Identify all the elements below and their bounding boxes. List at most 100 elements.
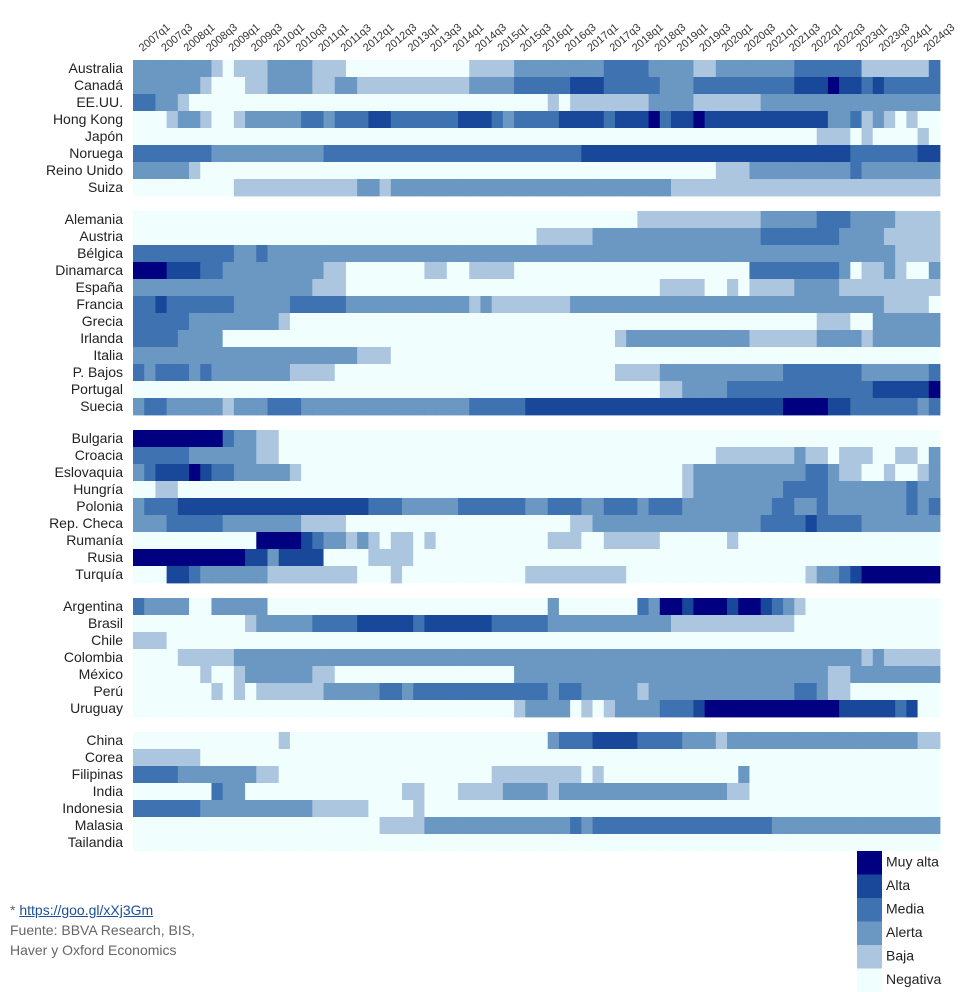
heat-cell [682,598,694,616]
legend-label: Baja [886,947,914,963]
heat-cell [648,766,661,784]
source-link[interactable]: https://goo.gl/xXj3Gm [19,902,154,918]
heat-cell [536,566,549,584]
heat-cell [334,666,347,684]
heat-cell [883,549,896,567]
heat-cell [256,498,268,516]
heat-cell [144,700,156,718]
row-label: Irlanda [80,330,123,346]
heat-cell [749,766,762,784]
heat-cell [671,800,683,818]
heat-cell [301,632,313,650]
heat-cell [458,566,470,584]
heat-cell [155,77,168,95]
heat-cell [402,77,414,95]
heat-cell [514,566,526,584]
heat-cell [547,615,560,633]
heat-cell [850,817,862,835]
heat-cell [267,381,280,399]
heat-cell [514,683,526,701]
heat-cell [514,145,526,163]
heat-cell [357,145,369,163]
heat-cell [861,683,874,701]
heat-cell [502,430,515,448]
heat-cell [491,330,504,348]
heat-cell [301,834,313,852]
heat-cell [368,783,380,801]
heat-cell [368,128,380,146]
heat-cell [189,498,201,516]
heat-cell [379,649,392,667]
heat-cell [827,800,840,818]
heat-cell [514,398,526,416]
heat-cell [323,749,336,767]
heat-cell [491,481,504,499]
heat-cell [413,549,425,567]
heat-cell [368,228,380,246]
heat-cell [558,228,571,246]
heat-cell [166,77,179,95]
heat-cell [144,162,156,180]
heat-cell [435,481,448,499]
heat-cell [469,245,481,263]
heat-cell [917,817,930,835]
heat-cell [345,464,358,482]
heat-cell [592,447,605,465]
heat-cell [872,649,885,667]
heat-cell [671,666,683,684]
heat-cell [738,834,750,852]
heat-cell [502,549,515,567]
heat-cell [760,381,773,399]
heat-cell [334,683,347,701]
heat-cell [749,296,762,314]
heat-cell [357,398,369,416]
heat-cell [861,666,874,684]
heat-cell [805,800,818,818]
heat-cell [233,766,246,784]
heat-cell [704,598,717,616]
heat-cell [805,532,818,550]
heat-cell [715,228,728,246]
heat-cell [379,447,392,465]
heat-cell [749,666,762,684]
heat-cell [458,683,470,701]
heat-cell [704,162,717,180]
heat-cell [749,313,762,331]
heat-cell [133,532,145,550]
heat-cell [289,649,302,667]
heat-cell [715,364,728,382]
heat-cell [267,683,280,701]
heat-cell [222,60,235,78]
heat-cell [278,398,291,416]
heat-cell [502,60,515,78]
heat-cell [256,666,268,684]
heat-cell [771,666,784,684]
heat-cell [917,211,930,229]
heat-cell [917,128,930,146]
heat-cell [626,262,638,280]
heat-cell [693,532,706,550]
heat-cell [659,515,672,533]
heat-cell [626,515,638,533]
heat-cell [906,430,918,448]
heat-cell [312,834,324,852]
heat-cell [345,94,358,112]
heat-cell [211,145,224,163]
heat-cell [301,447,313,465]
heat-cell [144,364,156,382]
heat-cell [502,498,515,516]
heat-cell [177,398,190,416]
heat-cell [133,145,145,163]
heat-cell [222,145,235,163]
heat-cell [917,615,930,633]
heat-cell [323,532,336,550]
heat-cell [469,800,481,818]
heat-cell [581,279,593,297]
heat-cell [166,111,179,129]
heat-cell [435,245,448,263]
heat-cell [211,228,224,246]
heat-cell [345,111,358,129]
heat-cell [267,60,280,78]
heat-cell [413,330,425,348]
heat-cell [144,145,156,163]
